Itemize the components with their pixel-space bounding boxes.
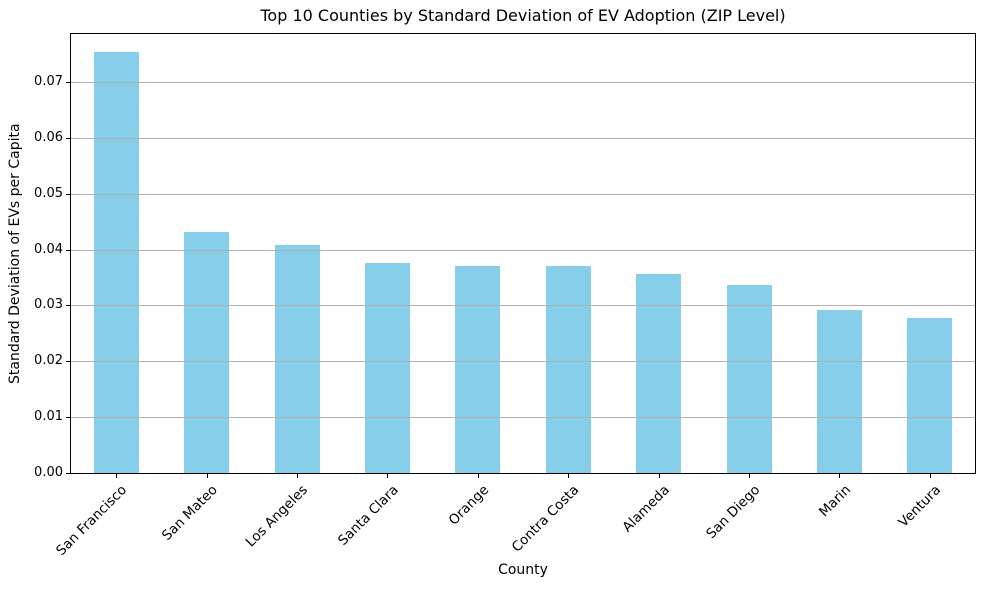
x-axis-tick [116, 474, 118, 478]
y-tick-label: 0.05 [34, 185, 63, 201]
x-tick-label: Marin [815, 482, 854, 521]
plot-area [70, 33, 976, 474]
x-tick-label: Orange [445, 482, 493, 529]
x-tick-label: Alameda [619, 482, 673, 536]
x-axis-tick [929, 474, 931, 478]
y-axis-tick [66, 417, 70, 419]
x-tick-label: Ventura [895, 482, 945, 531]
bar-alameda [636, 274, 682, 473]
bar-san-diego [726, 285, 772, 473]
x-axis-tick [839, 474, 841, 478]
y-gridline [71, 82, 975, 84]
y-tick-label: 0.06 [34, 129, 63, 145]
y-axis-tick [66, 473, 70, 474]
bar-ventura [907, 318, 953, 473]
x-axis-tick [206, 474, 208, 478]
y-gridline [71, 193, 975, 195]
chart-title: Top 10 Counties by Standard Deviation of… [260, 6, 786, 25]
x-axis-tick [387, 474, 389, 478]
y-gridline [71, 361, 975, 363]
y-tick-label: 0.01 [34, 409, 63, 425]
x-axis-tick [749, 474, 750, 478]
x-axis-tick [477, 474, 479, 478]
bar-san-francisco [93, 51, 139, 473]
y-gridline [71, 305, 975, 307]
bar-san-mateo [184, 232, 230, 473]
y-gridline [71, 417, 975, 419]
x-tick-label: San Francisco [53, 482, 131, 559]
x-tick-label: Contra Costa [509, 482, 583, 556]
y-axis-tick [66, 193, 70, 195]
y-axis-tick [66, 137, 70, 139]
y-tick-label: 0.00 [34, 465, 63, 480]
bar-marin [816, 309, 862, 473]
bar-los-angeles [274, 245, 320, 473]
x-axis-tick [568, 474, 570, 478]
x-axis-tick [658, 474, 660, 478]
x-tick-label: San Mateo [159, 482, 221, 544]
y-gridline [71, 249, 975, 251]
x-tick-label: Santa Clara [334, 482, 402, 549]
y-axis-tick [66, 249, 70, 251]
y-axis-tick [66, 82, 70, 84]
y-tick-label: 0.04 [34, 241, 63, 257]
y-gridline [71, 137, 975, 139]
y-tick-label: 0.02 [34, 353, 63, 369]
x-axis-tick [297, 474, 298, 478]
bar-orange [455, 265, 501, 473]
bar-santa-clara [364, 263, 410, 473]
bar-contra-costa [545, 266, 591, 473]
y-tick-label: 0.07 [34, 74, 63, 90]
x-tick-label: Los Angeles [242, 482, 312, 551]
y-tick-label: 0.03 [34, 297, 63, 313]
x-axis-label: County [498, 562, 548, 578]
x-tick-label: San Diego [703, 482, 764, 543]
y-axis-tick [66, 305, 70, 307]
y-axis-tick [66, 361, 70, 363]
